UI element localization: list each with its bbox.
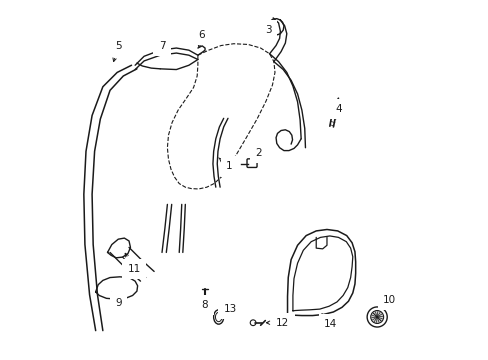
Text: 14: 14 xyxy=(321,314,337,329)
Text: 10: 10 xyxy=(382,295,395,306)
Circle shape xyxy=(370,311,383,323)
Text: 6: 6 xyxy=(198,30,204,48)
Text: 11: 11 xyxy=(125,253,141,274)
Ellipse shape xyxy=(213,310,223,324)
Text: 7: 7 xyxy=(159,41,165,51)
Text: 9: 9 xyxy=(111,292,122,308)
Text: 5: 5 xyxy=(113,41,122,62)
FancyBboxPatch shape xyxy=(246,159,257,167)
Text: 2: 2 xyxy=(254,148,261,159)
Text: 12: 12 xyxy=(266,318,289,328)
Text: 13: 13 xyxy=(223,304,236,314)
Text: 8: 8 xyxy=(202,300,208,310)
Circle shape xyxy=(366,307,386,327)
Text: 3: 3 xyxy=(265,25,274,37)
Text: 1: 1 xyxy=(218,158,232,171)
Text: 4: 4 xyxy=(334,104,341,114)
